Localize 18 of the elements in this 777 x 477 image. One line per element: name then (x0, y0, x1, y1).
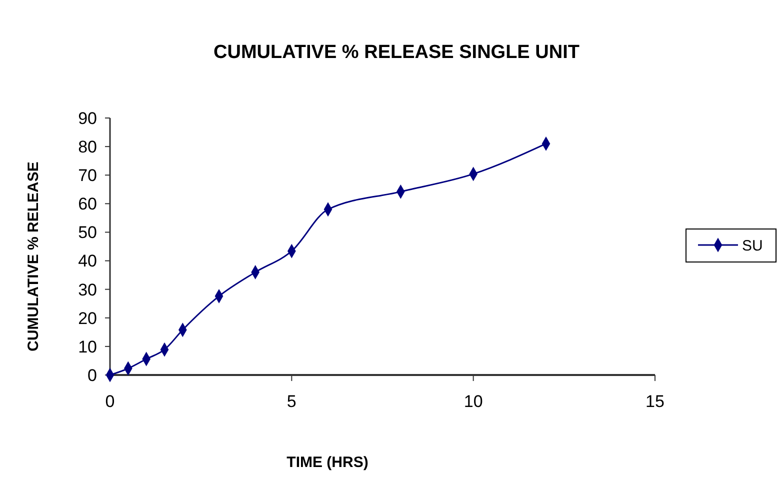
y-tick-label: 10 (78, 337, 97, 356)
y-tick-label: 70 (78, 166, 97, 186)
x-tick-label: 0 (105, 392, 115, 411)
y-tick-label: 0 (88, 366, 97, 385)
legend-label: SU (742, 237, 763, 254)
y-tick-label: 90 (78, 108, 97, 128)
y-tick-label: 50 (78, 223, 97, 242)
y-tick-label: 80 (78, 138, 97, 157)
x-tick-label: 5 (286, 392, 296, 411)
y-tick-label: 60 (78, 194, 97, 214)
y-tick-label: 20 (78, 308, 97, 328)
x-tick-label: 15 (646, 392, 664, 411)
x-tick-label: 10 (464, 392, 483, 411)
y-tick-label: 30 (78, 280, 97, 300)
y-tick-label: 40 (78, 252, 97, 271)
x-axis-title: TIME (HRS) (286, 454, 368, 471)
y-axis-title: CUMULATIVE % RELEASE (25, 162, 42, 352)
chart-title: CUMULATIVE % RELEASE SINGLE UNIT (214, 42, 580, 63)
